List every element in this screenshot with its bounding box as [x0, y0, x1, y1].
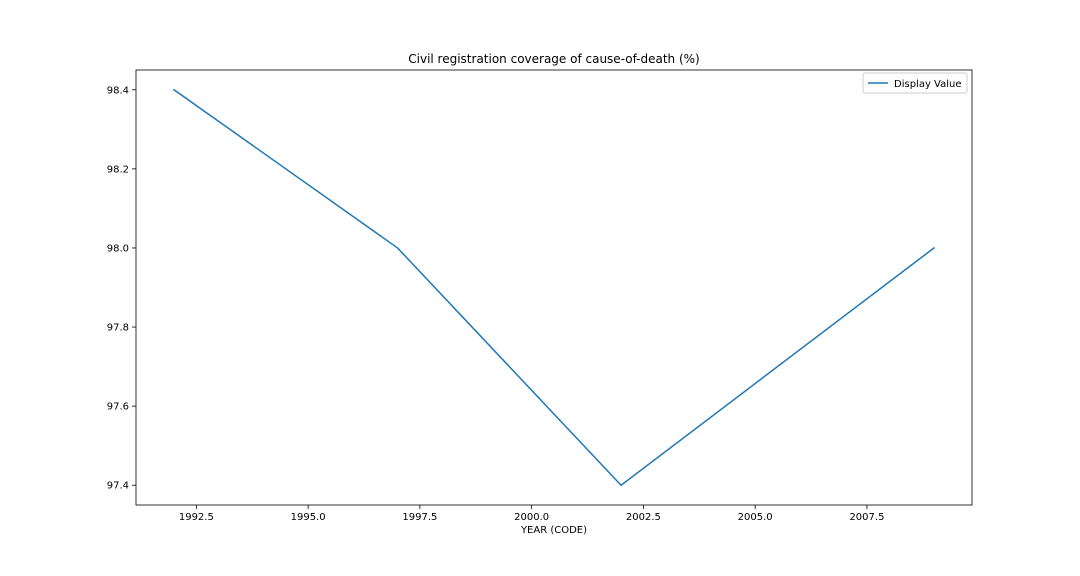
legend-box	[862, 72, 968, 94]
x-axis-label: YEAR (CODE)	[520, 525, 587, 536]
x-tick-label: 2007.5	[849, 512, 884, 523]
x-tick-label: 2002.5	[626, 512, 661, 523]
legend-label: Display Value	[894, 79, 962, 90]
y-tick-label: 98.0	[107, 243, 129, 254]
plot-area	[136, 70, 972, 505]
x-tick-label: 1997.5	[402, 512, 437, 523]
x-tick-label: 1992.5	[179, 512, 214, 523]
y-axis-ticks: 97.4 97.6 97.8 98.0 98.2 98.4	[107, 85, 136, 492]
y-tick-label: 97.4	[107, 481, 129, 492]
x-axis-ticks: 1992.5 1995.0 1997.5 2000.0 2002.5 2005.0 2007…	[179, 505, 884, 523]
x-tick-label: 1995.0	[291, 512, 326, 523]
y-tick-label: 98.4	[107, 85, 129, 96]
y-tick-label: 97.6	[107, 402, 129, 413]
series-line	[172, 88, 936, 486]
x-tick-label: 2000.0	[514, 512, 549, 523]
data-layer	[172, 88, 936, 486]
plot-frame	[135, 69, 973, 506]
y-tick-label: 97.8	[107, 323, 129, 334]
x-tick-label: 2005.0	[738, 512, 773, 523]
chart-title: Civil registration coverage of cause-of-…	[408, 52, 699, 66]
legend: Display Value	[862, 72, 968, 94]
y-tick-label: 98.2	[107, 164, 129, 175]
